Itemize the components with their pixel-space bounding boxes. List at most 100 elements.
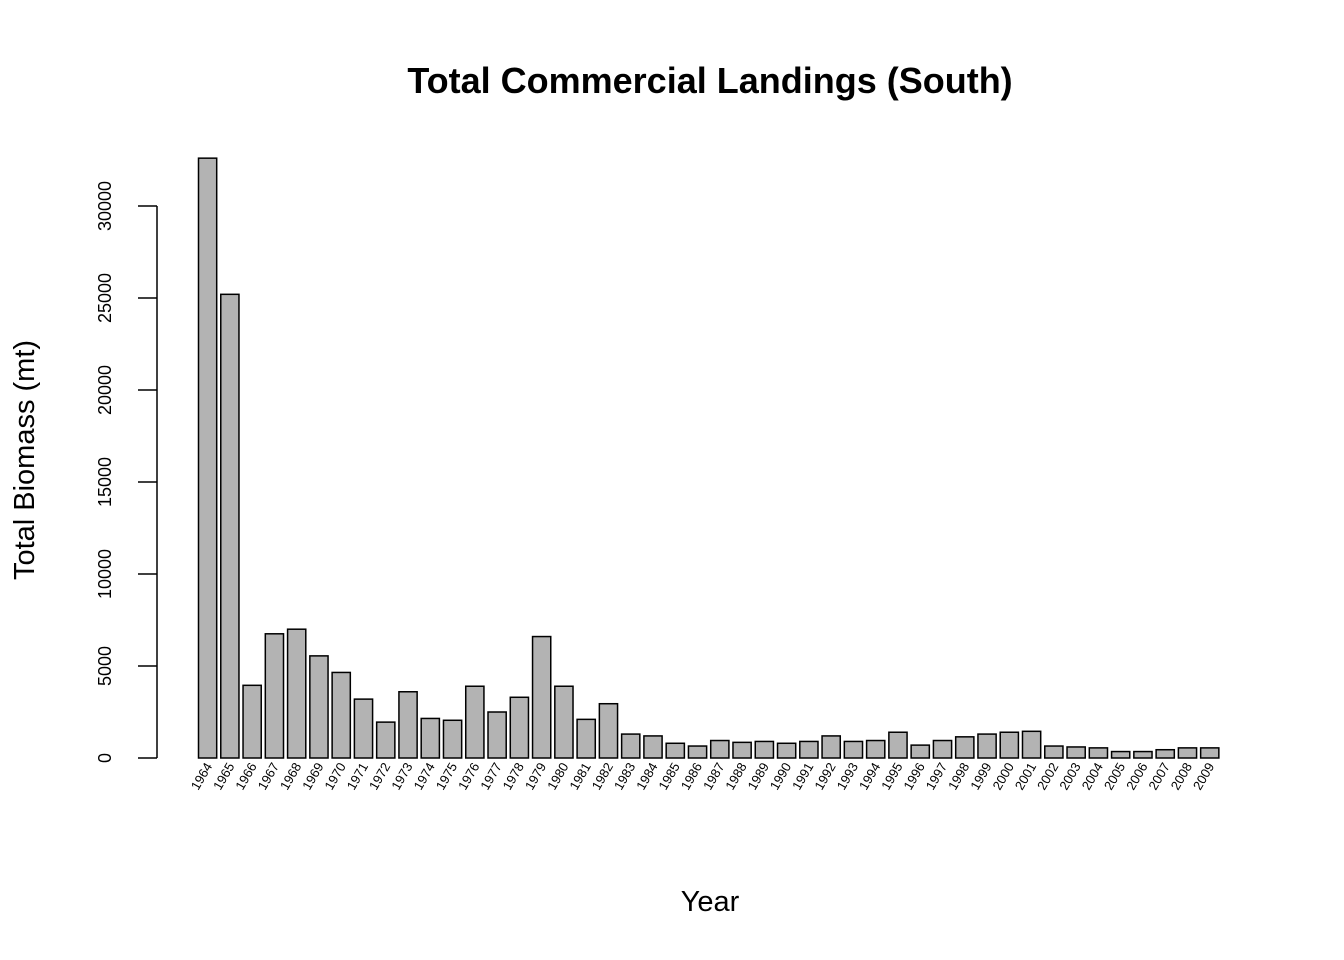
bar-2003: [1066, 746, 1086, 759]
bar-1966: [242, 684, 262, 759]
x-tick-label-1995: 1995: [878, 760, 905, 793]
chart-title: Total Commercial Landings (South): [407, 60, 1012, 101]
x-tick-label-2001: 2001: [1012, 760, 1039, 793]
x-tick-label-2002: 2002: [1034, 760, 1061, 793]
x-tick-label-1979: 1979: [522, 760, 549, 793]
y-axis: 0 5000 10000 15000 20000 25000 30000: [95, 181, 158, 763]
x-tick-label-1998: 1998: [945, 760, 972, 793]
x-tick-label-1974: 1974: [410, 760, 437, 793]
y-tick-label: 15000: [95, 457, 115, 507]
x-tick-label-1969: 1969: [299, 760, 326, 793]
x-tick-labels: 1964196519661967196819691970197119721973…: [188, 760, 1218, 793]
bar-1977: [487, 711, 507, 759]
bar-2007: [1155, 748, 1176, 759]
bar-1988: [732, 741, 752, 759]
x-tick-label-1996: 1996: [900, 760, 927, 793]
bar-1973: [398, 691, 418, 759]
bar-1992: [821, 735, 842, 759]
bar-1995: [888, 731, 908, 759]
bar-2004: [1088, 747, 1109, 759]
bar-2002: [1044, 745, 1064, 759]
bar-1998: [954, 736, 975, 759]
bar-1984: [643, 735, 663, 759]
x-tick-label-2003: 2003: [1056, 760, 1083, 793]
x-tick-label-1981: 1981: [566, 760, 593, 793]
x-tick-label-2005: 2005: [1101, 760, 1128, 793]
bar-2008: [1177, 747, 1198, 759]
x-tick-label-1987: 1987: [700, 760, 727, 793]
bar-1967: [264, 633, 285, 759]
x-tick-label-1986: 1986: [678, 760, 705, 793]
x-tick-label-1978: 1978: [500, 760, 527, 793]
x-tick-label-2008: 2008: [1168, 760, 1195, 793]
x-axis-label: Year: [681, 886, 740, 918]
x-tick-label-2007: 2007: [1145, 760, 1172, 793]
y-tick-label: 0: [95, 753, 115, 763]
bar-1965: [220, 293, 240, 759]
bar-1981: [576, 718, 597, 759]
x-tick-label-1968: 1968: [277, 760, 304, 793]
bar-1986: [687, 745, 708, 759]
x-tick-label-1965: 1965: [210, 760, 237, 793]
bar-2001: [1021, 730, 1042, 759]
bar-2000: [999, 731, 1020, 759]
x-tick-label-1964: 1964: [188, 760, 215, 793]
bar-1974: [420, 717, 441, 759]
x-tick-label-1972: 1972: [366, 760, 393, 793]
bar-1999: [977, 733, 997, 759]
bar-1975: [442, 719, 463, 759]
x-tick-label-2009: 2009: [1190, 760, 1217, 793]
x-tick-label-1983: 1983: [611, 760, 638, 793]
y-axis-label: Total Biomass (mt): [9, 340, 41, 580]
bar-1994: [865, 739, 886, 759]
bar-1993: [843, 740, 864, 759]
x-tick-label-1966: 1966: [232, 760, 259, 793]
bar-2006: [1133, 750, 1153, 759]
bar-2009: [1199, 747, 1220, 759]
bar-1982: [598, 702, 619, 759]
x-tick-label-1971: 1971: [344, 760, 371, 793]
x-tick-label-1976: 1976: [455, 760, 482, 793]
bar-1969: [309, 655, 329, 759]
bar-1968: [286, 628, 307, 759]
bar-1964: [197, 157, 218, 759]
x-tick-label-2006: 2006: [1123, 760, 1150, 793]
y-tick-label: 5000: [95, 646, 115, 686]
bar-1980: [554, 685, 574, 759]
x-tick-label-1990: 1990: [767, 760, 794, 793]
x-tick-label-1977: 1977: [477, 760, 504, 793]
x-tick-label-1991: 1991: [789, 760, 816, 793]
x-tick-label-1982: 1982: [589, 760, 616, 793]
y-tick-label: 25000: [95, 273, 115, 323]
x-tick-label-1975: 1975: [433, 760, 460, 793]
x-tick-label-1970: 1970: [321, 760, 348, 793]
x-tick-label-1988: 1988: [722, 760, 749, 793]
bar-1985: [665, 742, 686, 759]
bars: [197, 157, 1220, 759]
bar-1996: [910, 744, 931, 759]
x-tick-label-1999: 1999: [967, 760, 994, 793]
y-tick-label: 20000: [95, 365, 115, 415]
x-tick-label-1985: 1985: [655, 760, 682, 793]
bar-1976: [464, 685, 485, 759]
bar-1987: [709, 739, 730, 759]
bar-1971: [353, 698, 374, 759]
bar-1983: [620, 733, 641, 759]
x-tick-label-2000: 2000: [989, 760, 1016, 793]
bar-1972: [375, 721, 396, 759]
x-tick-label-2004: 2004: [1079, 760, 1106, 793]
x-tick-label-1992: 1992: [811, 760, 838, 793]
y-tick-label: 30000: [95, 181, 115, 231]
bar-1990: [776, 742, 797, 759]
x-tick-label-1989: 1989: [744, 760, 771, 793]
x-tick-label-1973: 1973: [388, 760, 415, 793]
y-tick-label: 10000: [95, 549, 115, 599]
bar-1997: [932, 739, 953, 759]
x-tick-label-1993: 1993: [834, 760, 861, 793]
x-tick-label-1994: 1994: [856, 760, 883, 793]
x-tick-label-1997: 1997: [923, 760, 950, 793]
x-tick-label-1980: 1980: [544, 760, 571, 793]
bar-1989: [754, 740, 775, 759]
bar-1978: [509, 696, 530, 759]
bar-1979: [531, 635, 552, 759]
